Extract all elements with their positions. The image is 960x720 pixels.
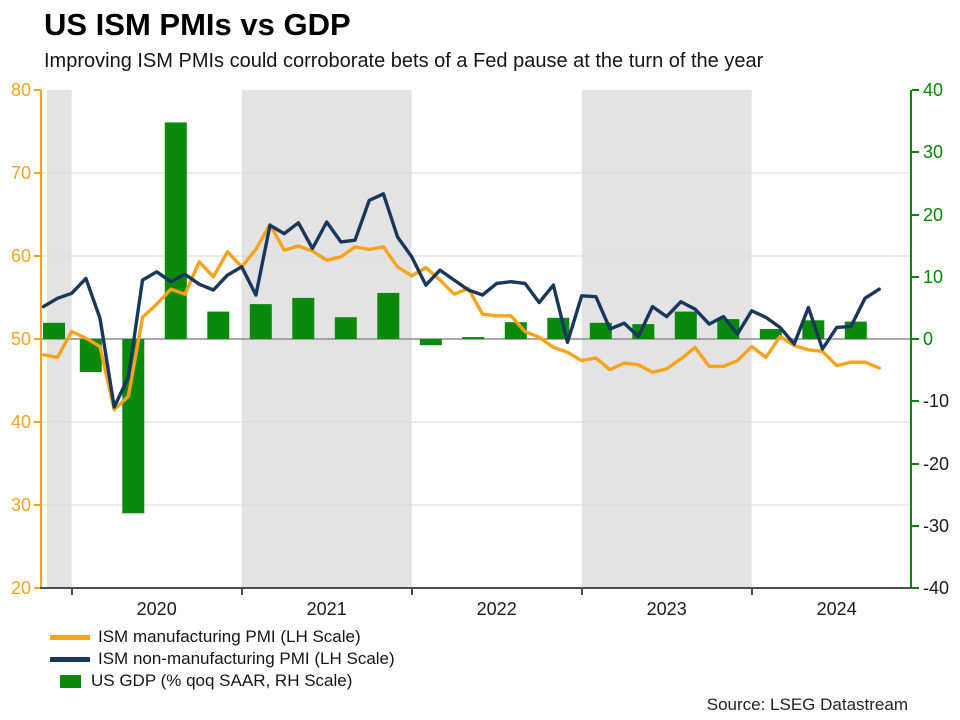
x-axis-year-label: 2023 xyxy=(646,599,687,619)
left-axis-tick-label: 70 xyxy=(10,163,31,183)
left-axis-tick xyxy=(34,587,41,589)
right-axis-tick-label: 40 xyxy=(923,80,944,100)
x-axis-tick xyxy=(240,589,243,595)
legend: ISM manufacturing PMI (LH Scale) ISM non… xyxy=(50,627,395,690)
right-axis-tick-label: -10 xyxy=(923,391,950,412)
gdp-bar xyxy=(249,304,272,339)
left-axis-tick xyxy=(34,89,41,91)
right-axis-tick-label: -30 xyxy=(923,515,950,536)
legend-item-us-gdp: US GDP (% qoq SAAR, RH Scale) xyxy=(50,671,395,690)
x-axis-year-label: 2022 xyxy=(476,599,517,619)
gdp-bar xyxy=(207,311,230,339)
right-axis-tick-label: 30 xyxy=(923,142,944,163)
left-axis-tick-label: 60 xyxy=(10,246,31,266)
chart-title: US ISM PMIs vs GDP xyxy=(44,7,351,42)
right-axis-tick xyxy=(912,524,919,527)
legend-square-swatch-gdp xyxy=(60,674,81,688)
source-note: Source: LSEG Datastream xyxy=(706,695,908,714)
ism-manufacturing-line xyxy=(42,222,881,412)
gdp-bar xyxy=(844,321,867,339)
right-axis-tick xyxy=(912,213,919,216)
right-axis-tick-label: 10 xyxy=(923,266,944,287)
right-axis-tick xyxy=(912,462,919,465)
gdp-bar xyxy=(43,322,65,339)
left-axis-tick xyxy=(34,421,41,423)
chart-subtitle: Improving ISM PMIs could corroborate bet… xyxy=(44,50,764,72)
left-axis-line xyxy=(40,90,42,589)
left-axis-tick xyxy=(34,338,41,340)
left-axis-tick-label: 50 xyxy=(10,329,31,349)
right-axis-line xyxy=(910,90,912,589)
x-axis-year-label: 2024 xyxy=(816,599,857,619)
x-axis-tick xyxy=(750,589,753,595)
legend-item-ism-nonmanufacturing: ISM non-manufacturing PMI (LH Scale) xyxy=(50,649,395,668)
left-axis-tick-label: 30 xyxy=(10,495,31,515)
x-axis-line xyxy=(40,587,912,589)
gdp-bar xyxy=(377,292,400,339)
x-axis-tick xyxy=(580,589,583,595)
legend-line-swatch-manufacturing xyxy=(50,634,90,640)
right-axis-tick xyxy=(912,275,919,278)
gdp-bar xyxy=(122,339,145,514)
right-axis-tick-label: -20 xyxy=(923,453,950,474)
left-axis-tick-label: 20 xyxy=(10,578,31,598)
right-axis-tick-label: -40 xyxy=(923,578,950,598)
right-axis-tick xyxy=(912,151,919,154)
legend-line-swatch-nonmanufacturing xyxy=(50,656,90,662)
legend-label-gdp: US GDP (% qoq SAAR, RH Scale) xyxy=(91,671,353,690)
plot-canvas xyxy=(42,90,910,588)
left-axis-tick xyxy=(34,504,41,506)
gdp-bar xyxy=(717,319,740,339)
gdp-bar xyxy=(674,311,697,339)
legend-label-manufacturing: ISM manufacturing PMI (LH Scale) xyxy=(98,627,361,646)
gdp-bar xyxy=(419,339,442,346)
left-axis-tick-label: 80 xyxy=(10,80,31,100)
gdp-bar xyxy=(759,329,782,339)
ism-nonmanufacturing-line xyxy=(42,192,881,409)
left-axis-tick xyxy=(34,255,41,257)
legend-label-nonmanufacturing: ISM non-manufacturing PMI (LH Scale) xyxy=(98,649,395,668)
legend-item-ism-manufacturing: ISM manufacturing PMI (LH Scale) xyxy=(50,627,395,646)
gdp-bar xyxy=(292,297,315,339)
left-axis-tick xyxy=(34,172,41,174)
left-axis-tick-label: 40 xyxy=(10,412,31,432)
right-axis-tick-label: 20 xyxy=(923,204,944,225)
right-axis-tick-label: 0 xyxy=(923,329,934,349)
gdp-bar xyxy=(79,339,102,372)
x-axis-year-label: 2020 xyxy=(136,599,177,619)
right-axis-tick xyxy=(912,400,919,403)
x-axis-tick xyxy=(70,589,73,595)
right-axis-tick xyxy=(912,338,919,340)
x-axis-year-label: 2021 xyxy=(306,599,347,619)
right-axis-tick xyxy=(912,89,919,91)
gdp-bar xyxy=(462,337,485,339)
gdp-bar xyxy=(589,322,612,339)
gdp-bar xyxy=(334,317,357,339)
gdp-bar xyxy=(164,122,187,340)
x-axis-tick xyxy=(410,589,413,595)
right-axis-tick xyxy=(912,587,919,589)
